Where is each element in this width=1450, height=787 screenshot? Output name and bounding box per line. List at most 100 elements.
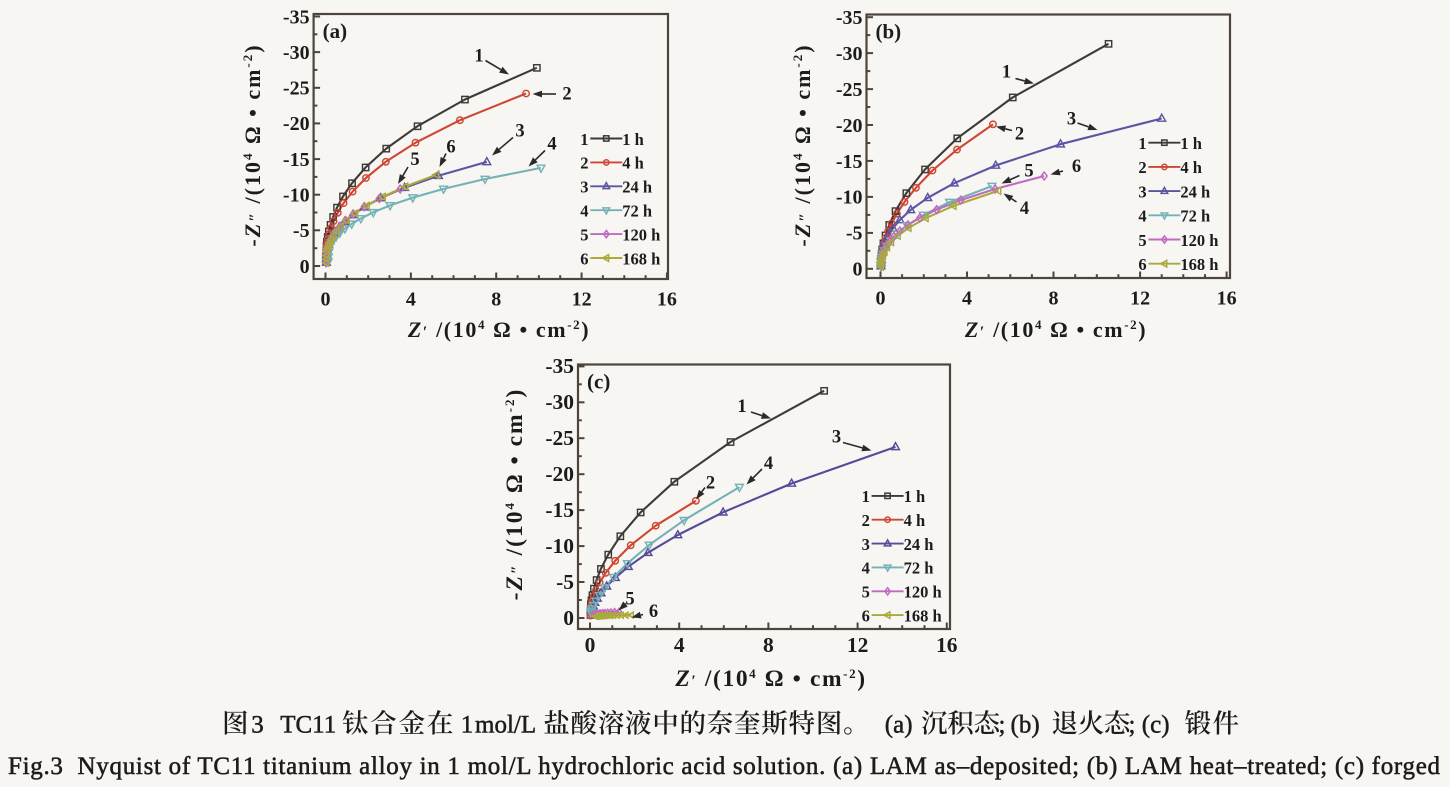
svg-text:-20: -20 xyxy=(283,113,310,135)
svg-text:1: 1 xyxy=(461,712,474,739)
svg-text:4: 4 xyxy=(406,289,416,311)
svg-text:-Z″ /(104 Ω • cm-2): -Z″ /(104 Ω • cm-2) xyxy=(790,43,815,246)
svg-text:5: 5 xyxy=(1138,231,1146,250)
svg-text:16: 16 xyxy=(936,633,958,657)
svg-text:0: 0 xyxy=(300,256,310,278)
svg-text:5: 5 xyxy=(625,590,634,610)
svg-text:2: 2 xyxy=(580,154,588,173)
svg-text:4: 4 xyxy=(547,135,556,155)
svg-text:-5: -5 xyxy=(293,220,310,242)
svg-text:-15: -15 xyxy=(283,149,310,171)
svg-text:72 h: 72 h xyxy=(904,559,934,578)
svg-text:12: 12 xyxy=(572,289,592,311)
svg-text:16: 16 xyxy=(1217,288,1237,310)
svg-text:120 h: 120 h xyxy=(1180,231,1218,250)
svg-text:6: 6 xyxy=(446,138,455,158)
svg-text:4: 4 xyxy=(580,202,588,221)
svg-text:120 h: 120 h xyxy=(622,225,660,244)
svg-text:24 h: 24 h xyxy=(904,535,934,554)
svg-text:168 h: 168 h xyxy=(1180,255,1218,274)
svg-text:;: ; xyxy=(999,712,1006,739)
svg-text:5: 5 xyxy=(410,150,419,170)
svg-text:4 h: 4 h xyxy=(622,154,644,173)
svg-text:4: 4 xyxy=(862,559,870,578)
svg-text:2: 2 xyxy=(706,474,715,494)
svg-text:24 h: 24 h xyxy=(622,178,652,197)
svg-text:1: 1 xyxy=(580,130,588,149)
svg-text:2: 2 xyxy=(1015,125,1024,145)
svg-text:120 h: 120 h xyxy=(904,583,942,602)
svg-text:8: 8 xyxy=(491,289,501,311)
svg-text:1 h: 1 h xyxy=(622,130,644,149)
svg-text:-10: -10 xyxy=(836,187,863,209)
svg-text:-15: -15 xyxy=(836,151,863,173)
svg-text:1 h: 1 h xyxy=(904,487,926,506)
svg-text:24 h: 24 h xyxy=(1180,182,1210,201)
svg-text:1: 1 xyxy=(1138,134,1146,153)
svg-text:72 h: 72 h xyxy=(622,202,652,221)
svg-text:Z′ /(104 Ω • cm-2): Z′ /(104 Ω • cm-2) xyxy=(674,666,866,692)
svg-text:4: 4 xyxy=(1138,207,1146,226)
svg-text:12: 12 xyxy=(1130,288,1150,310)
svg-text:TC11: TC11 xyxy=(280,712,336,739)
svg-text:;: ; xyxy=(1129,712,1136,739)
svg-text:168 h: 168 h xyxy=(904,606,942,625)
svg-text:-5: -5 xyxy=(556,570,574,594)
svg-text:(c): (c) xyxy=(587,370,610,394)
svg-text:0: 0 xyxy=(585,633,596,657)
svg-text:5: 5 xyxy=(862,583,870,602)
svg-text:(b): (b) xyxy=(876,20,902,44)
svg-text:12: 12 xyxy=(847,633,869,657)
svg-text:-25: -25 xyxy=(545,426,574,450)
svg-text:-Z″ /(104 Ω • cm-2): -Z″ /(104 Ω • cm-2) xyxy=(502,388,528,601)
svg-text:0: 0 xyxy=(876,288,886,310)
svg-text:-30: -30 xyxy=(545,390,574,414)
svg-text:2: 2 xyxy=(562,85,571,105)
svg-text:-35: -35 xyxy=(545,354,574,378)
svg-text:6: 6 xyxy=(1138,255,1146,274)
svg-text:16: 16 xyxy=(657,289,677,311)
svg-text:8: 8 xyxy=(1049,288,1059,310)
svg-text:-35: -35 xyxy=(283,6,310,28)
svg-text:-20: -20 xyxy=(545,462,574,486)
svg-text:4: 4 xyxy=(674,633,685,657)
svg-text:Z′ /(104 Ω • cm-2): Z′ /(104 Ω • cm-2) xyxy=(964,317,1147,342)
svg-text:3: 3 xyxy=(580,178,588,197)
svg-text:3: 3 xyxy=(832,428,841,448)
svg-text:(a): (a) xyxy=(323,19,348,43)
svg-text:1: 1 xyxy=(862,487,870,506)
svg-text:3: 3 xyxy=(515,122,524,142)
svg-text:6: 6 xyxy=(649,602,658,622)
svg-text:3: 3 xyxy=(1138,182,1146,201)
svg-text:-20: -20 xyxy=(836,115,863,137)
svg-text:0: 0 xyxy=(853,259,863,281)
svg-text:1 h: 1 h xyxy=(1180,134,1202,153)
svg-text:-15: -15 xyxy=(545,498,574,522)
svg-text:4: 4 xyxy=(1020,199,1029,219)
svg-text:168 h: 168 h xyxy=(622,249,660,268)
svg-text:2: 2 xyxy=(1138,158,1146,177)
svg-text:-10: -10 xyxy=(545,534,574,558)
svg-text:6: 6 xyxy=(1072,157,1081,177)
svg-text:-30: -30 xyxy=(283,42,310,64)
svg-text:4: 4 xyxy=(962,288,972,310)
svg-text:-Z″ /(104 Ω • cm-2): -Z″ /(104 Ω • cm-2) xyxy=(240,43,265,246)
svg-text:(c): (c) xyxy=(1142,712,1170,739)
svg-text:4: 4 xyxy=(764,454,773,474)
svg-text:mol/L: mol/L xyxy=(475,712,536,739)
svg-text:0: 0 xyxy=(321,289,331,311)
svg-text:Z′ /(104 Ω • cm-2): Z′ /(104 Ω • cm-2) xyxy=(407,317,590,342)
svg-text:3: 3 xyxy=(862,535,870,554)
svg-text:72 h: 72 h xyxy=(1180,207,1210,226)
svg-text:-25: -25 xyxy=(283,78,310,100)
svg-text:5: 5 xyxy=(580,225,588,244)
svg-text:3: 3 xyxy=(1067,110,1076,130)
svg-text:1: 1 xyxy=(737,397,746,417)
svg-text:-30: -30 xyxy=(836,43,863,65)
svg-text:-10: -10 xyxy=(283,185,310,207)
svg-text:5: 5 xyxy=(1024,162,1033,182)
svg-text:-35: -35 xyxy=(836,7,863,29)
svg-text:-5: -5 xyxy=(846,223,863,245)
svg-text:8: 8 xyxy=(763,633,774,657)
svg-text:1: 1 xyxy=(1002,63,1011,83)
